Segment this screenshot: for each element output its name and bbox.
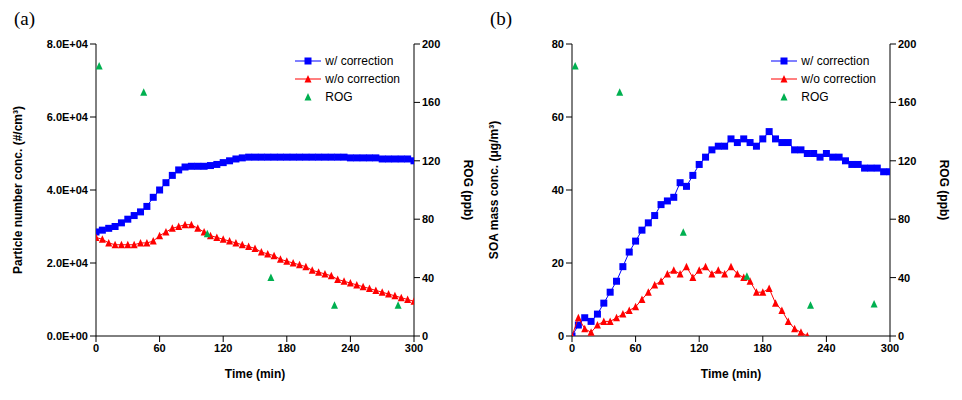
svg-text:200: 200: [898, 38, 916, 50]
svg-text:120: 120: [214, 342, 232, 354]
svg-text:8.0E+04: 8.0E+04: [47, 38, 89, 50]
svg-text:180: 180: [278, 342, 296, 354]
svg-text:0.0E+00: 0.0E+00: [47, 330, 88, 342]
svg-text:ROG (ppb): ROG (ppb): [937, 160, 951, 221]
svg-text:0: 0: [898, 330, 904, 342]
svg-text:200: 200: [422, 38, 440, 50]
svg-text:Time (min): Time (min): [225, 367, 285, 381]
svg-text:Time (min): Time (min): [701, 367, 761, 381]
svg-text:240: 240: [817, 342, 835, 354]
svg-text:120: 120: [422, 155, 440, 167]
svg-text:80: 80: [552, 38, 564, 50]
svg-text:160: 160: [422, 96, 440, 108]
html-text:(a): (a): [14, 8, 36, 29]
html-text:ROG: ROG: [325, 90, 353, 104]
svg-text:300: 300: [881, 342, 899, 354]
html-text:ROG: ROG: [801, 90, 829, 104]
svg-text:0: 0: [422, 330, 428, 342]
svg-text:180: 180: [754, 342, 772, 354]
html-text:w/o correction: w/o correction: [325, 72, 400, 86]
svg-text:80: 80: [898, 213, 910, 225]
svg-text:6.0E+04: 6.0E+04: [47, 111, 89, 123]
html-text:w/ correction: w/ correction: [325, 54, 394, 68]
svg-text:ROG (ppb): ROG (ppb): [461, 160, 475, 221]
svg-text:0: 0: [93, 342, 99, 354]
html-text:w/o correction: w/o correction: [801, 72, 876, 86]
svg-text:160: 160: [898, 96, 916, 108]
html-text:(b): (b): [490, 8, 513, 29]
svg-text:60: 60: [552, 111, 564, 123]
svg-text:80: 80: [422, 213, 434, 225]
svg-text:0: 0: [569, 342, 575, 354]
svg-text:120: 120: [690, 342, 708, 354]
svg-text:40: 40: [422, 272, 434, 284]
svg-text:300: 300: [405, 342, 423, 354]
svg-text:40: 40: [552, 184, 564, 196]
svg-text:120: 120: [898, 155, 916, 167]
svg-text:4.0E+04: 4.0E+04: [47, 184, 89, 196]
svg-text:2.0E+04: 2.0E+04: [47, 257, 89, 269]
svg-text:240: 240: [341, 342, 359, 354]
svg-text:60: 60: [629, 342, 641, 354]
html-text:w/ correction: w/ correction: [801, 54, 870, 68]
svg-text:60: 60: [153, 342, 165, 354]
svg-text:0: 0: [558, 330, 564, 342]
svg-text:SOA mass conc. (μg/m³): SOA mass conc. (μg/m³): [487, 121, 501, 259]
svg-text:20: 20: [552, 257, 564, 269]
svg-text:Particle number conc. (#/cm³): Particle number conc. (#/cm³): [11, 106, 25, 274]
svg-text:40: 40: [898, 272, 910, 284]
